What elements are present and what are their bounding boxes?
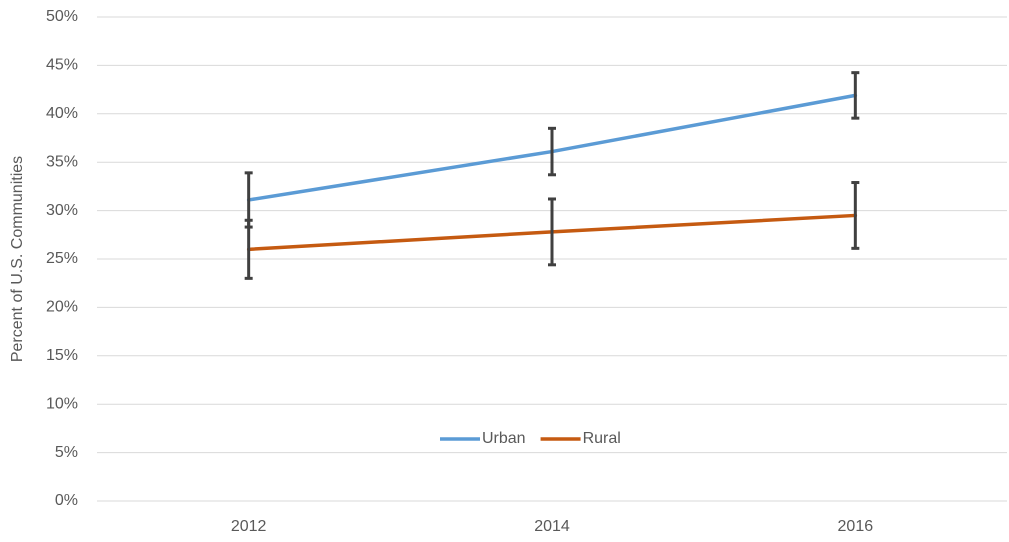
error-bar — [548, 197, 556, 267]
error-bar — [851, 181, 860, 250]
y-tick-label: 25% — [46, 250, 78, 267]
y-tick-label: 5% — [55, 444, 78, 461]
y-tick-label: 40% — [46, 105, 78, 122]
y-tick-label: 20% — [46, 299, 78, 316]
x-tick-label: 2014 — [534, 518, 570, 535]
y-tick-label: 15% — [46, 347, 78, 364]
legend-label: Rural — [583, 430, 621, 447]
error-bar — [244, 218, 253, 280]
y-tick-label: 0% — [55, 492, 78, 509]
x-tick-label: 2012 — [231, 518, 267, 535]
legend-label: Urban — [482, 430, 526, 447]
y-tick-label: 45% — [46, 57, 78, 74]
y-tick-label: 10% — [46, 395, 78, 412]
y-tick-label: 50% — [46, 8, 78, 25]
error-bar — [851, 71, 860, 120]
error-bar — [548, 126, 556, 177]
y-tick-label: 30% — [46, 202, 78, 219]
y-tick-label: 35% — [46, 153, 78, 170]
y-axis-label: Percent of U.S. Communities — [9, 156, 26, 362]
x-tick-label: 2016 — [838, 518, 874, 535]
